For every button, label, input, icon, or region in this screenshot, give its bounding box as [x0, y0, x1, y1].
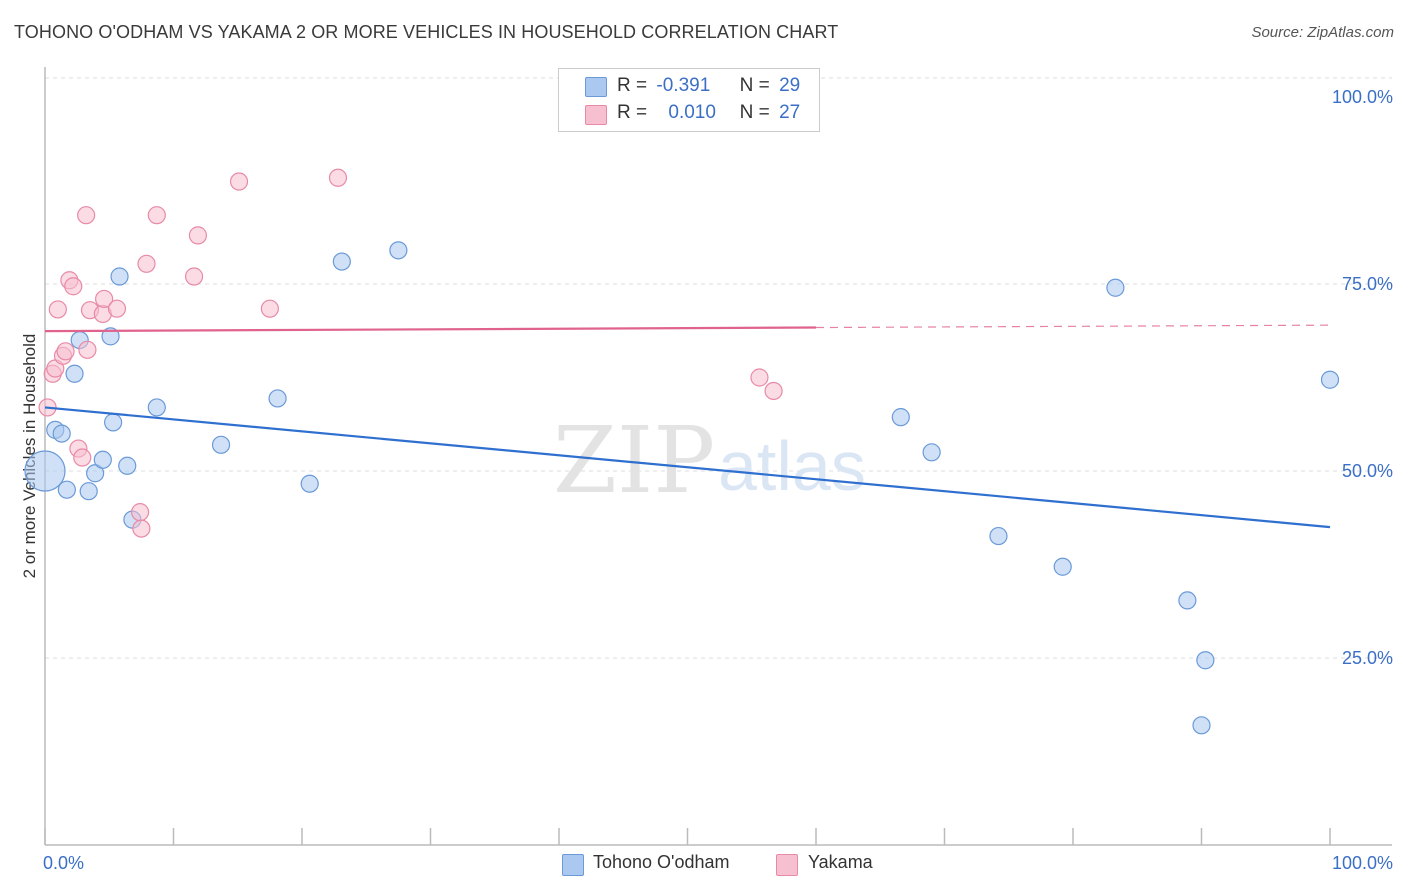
point-tohono — [1192, 716, 1211, 735]
bottom-legend-yakama: Yakama — [808, 852, 873, 872]
point-tohono — [147, 398, 166, 417]
point-yakama — [137, 254, 156, 273]
y-tick-label: 50.0% — [1342, 461, 1393, 481]
point-tohono — [1320, 370, 1340, 389]
legend-r-value: 0.010 — [668, 102, 716, 123]
bottom-legend-swatch-tohono — [562, 854, 584, 876]
point-yakama — [229, 172, 249, 191]
legend-n-value: 29 — [779, 75, 801, 96]
y-tick-label: 25.0% — [1342, 648, 1393, 668]
point-tohono — [891, 408, 910, 427]
y-tick-label: 75.0% — [1342, 274, 1393, 294]
point-tohono — [65, 364, 84, 383]
point-yakama — [260, 299, 279, 318]
point-yakama — [107, 299, 127, 318]
point-tohono — [110, 267, 129, 286]
point-tohono — [1106, 278, 1125, 297]
legend-n-label: N = — [739, 75, 770, 96]
point-yakama — [77, 206, 96, 225]
point-tohono — [104, 413, 123, 432]
source-label: Source: ZipAtlas.com — [1251, 24, 1394, 41]
point-yakama — [328, 168, 348, 187]
point-yakama — [764, 381, 783, 401]
point-yakama — [78, 340, 97, 359]
point-yakama — [73, 448, 92, 467]
legend-swatch-yakama — [585, 105, 607, 125]
point-yakama — [130, 503, 150, 522]
point-yakama — [750, 368, 769, 387]
point-yakama — [56, 342, 75, 361]
trend-line-yakama — [44, 326, 817, 333]
x-tick-label-min: 0.0% — [43, 853, 84, 873]
legend-r-value: -0.391 — [656, 75, 711, 96]
point-tohono — [86, 464, 105, 483]
point-tohono — [300, 474, 319, 493]
point-tohono — [1178, 591, 1197, 610]
point-yakama — [184, 267, 204, 286]
legend-r-label: R = — [617, 102, 648, 123]
x-tick-label-max: 100.0% — [1332, 853, 1393, 873]
point-tohono — [57, 480, 76, 499]
bottom-legend-tohono: Tohono O'odham — [593, 852, 730, 872]
point-tohono — [24, 450, 66, 492]
bottom-legend-swatch-yakama — [776, 854, 798, 876]
legend-n-value: 27 — [779, 102, 801, 123]
point-tohono — [989, 526, 1008, 546]
point-yakama — [188, 226, 208, 245]
point-tohono — [389, 241, 408, 260]
point-yakama — [95, 289, 114, 309]
point-yakama — [132, 519, 151, 538]
point-tohono — [332, 252, 351, 271]
legend-n-label: N = — [739, 102, 770, 123]
point-tohono — [1196, 651, 1215, 670]
y-axis-label: 2 or more Vehicles in Household — [20, 334, 39, 579]
point-tohono — [118, 456, 137, 475]
point-yakama — [64, 277, 83, 296]
point-tohono — [268, 389, 287, 408]
point-tohono — [922, 443, 941, 462]
y-tick-label: 100.0% — [1332, 87, 1393, 107]
point-tohono — [1053, 557, 1072, 576]
point-tohono — [101, 327, 120, 346]
chart-title: TOHONO O'ODHAM VS YAKAMA 2 OR MORE VEHIC… — [14, 22, 839, 42]
watermark-zip: ZIP — [553, 407, 715, 514]
correlation-legend: R = -0.391 N = 29 R = 0.010 N = 27 — [558, 68, 820, 132]
point-tohono — [79, 482, 98, 501]
watermark-atlas: atlas — [718, 427, 866, 505]
legend-row-yakama: R = 0.010 N = 27 — [617, 102, 800, 124]
legend-r-label: R = — [617, 75, 648, 96]
point-tohono — [93, 450, 112, 469]
legend-swatch-tohono — [585, 77, 607, 97]
trend-line-tohono — [44, 406, 1331, 529]
legend-row-tohono: R = -0.391 N = 29 — [617, 75, 800, 97]
point-tohono — [211, 435, 231, 454]
trend-line-extension-yakama — [815, 324, 1331, 329]
point-yakama — [48, 300, 67, 319]
point-tohono — [52, 424, 71, 443]
point-yakama — [147, 206, 166, 225]
